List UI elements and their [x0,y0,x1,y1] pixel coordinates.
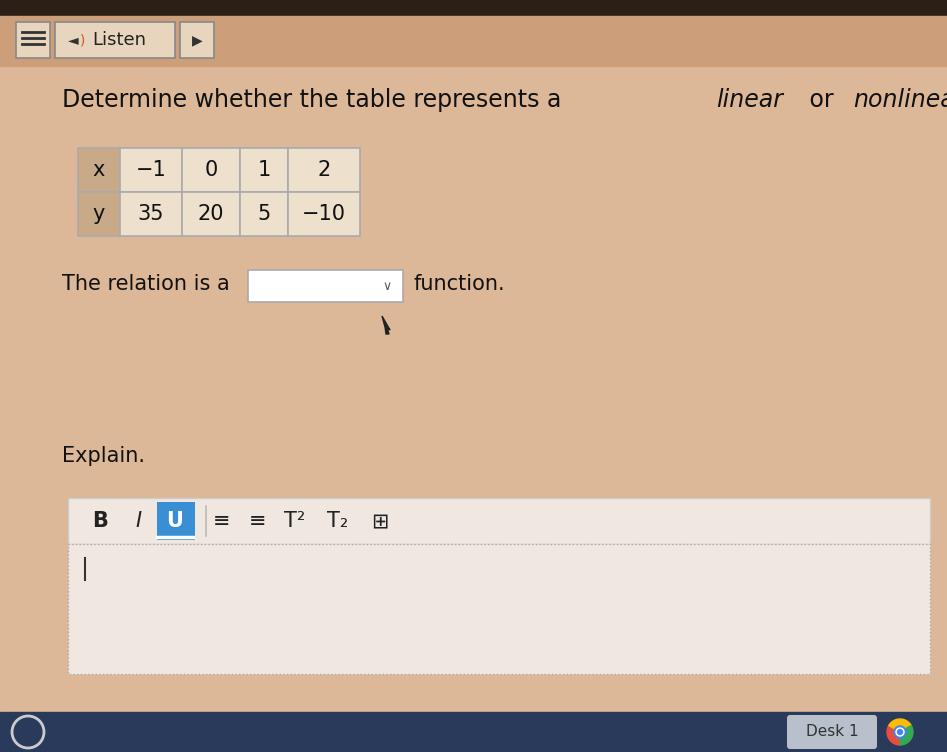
Text: ≡: ≡ [213,511,231,531]
Bar [68,498,930,544]
Text: x: x [93,160,105,180]
Polygon shape [888,719,911,732]
Text: ▶: ▶ [191,33,203,47]
Bar [0,16,947,66]
FancyBboxPatch shape [16,22,50,58]
Polygon shape [382,316,390,334]
Text: ): ) [80,33,85,47]
Bar [68,544,930,674]
Text: 1: 1 [258,160,271,180]
Bar [288,148,360,192]
Text: linear: linear [716,88,783,112]
Text: I: I [134,511,141,531]
Bar [0,0,947,16]
Bar [182,192,240,236]
Text: 35: 35 [137,204,164,224]
Text: ⊞: ⊞ [371,511,389,531]
Circle shape [894,726,906,738]
Text: y: y [93,204,105,224]
Text: 20: 20 [198,204,224,224]
Text: 0: 0 [205,160,218,180]
Bar [182,148,240,192]
Text: Desk 1: Desk 1 [806,724,858,739]
Bar [120,192,182,236]
Polygon shape [887,726,900,745]
Bar [78,148,120,192]
Text: T²: T² [284,511,306,531]
Text: ≡: ≡ [249,511,267,531]
Text: nonlinear: nonlinear [853,88,947,112]
FancyBboxPatch shape [180,22,214,58]
Circle shape [896,728,904,736]
Bar [157,502,195,540]
Bar [240,192,288,236]
Text: Explain.: Explain. [62,446,145,466]
Text: ∨: ∨ [383,280,391,293]
Bar [288,192,360,236]
Text: Listen: Listen [92,31,146,49]
Text: 2: 2 [317,160,331,180]
Text: 5: 5 [258,204,271,224]
FancyBboxPatch shape [787,715,877,749]
Text: function.: function. [413,274,505,294]
Text: Determine whether the table represents a: Determine whether the table represents a [62,88,569,112]
Text: or: or [802,88,842,112]
Bar [240,148,288,192]
Bar [248,270,403,302]
Text: T₂: T₂ [328,511,348,531]
Text: ◄: ◄ [68,33,79,47]
Text: U: U [167,511,184,531]
Text: −10: −10 [302,204,346,224]
Text: −1: −1 [135,160,167,180]
Bar [120,148,182,192]
Text: B: B [92,511,108,531]
Bar [78,192,120,236]
Circle shape [898,729,902,735]
Text: The relation is a: The relation is a [62,274,230,294]
Bar [0,712,947,752]
FancyBboxPatch shape [55,22,175,58]
Polygon shape [900,726,913,745]
